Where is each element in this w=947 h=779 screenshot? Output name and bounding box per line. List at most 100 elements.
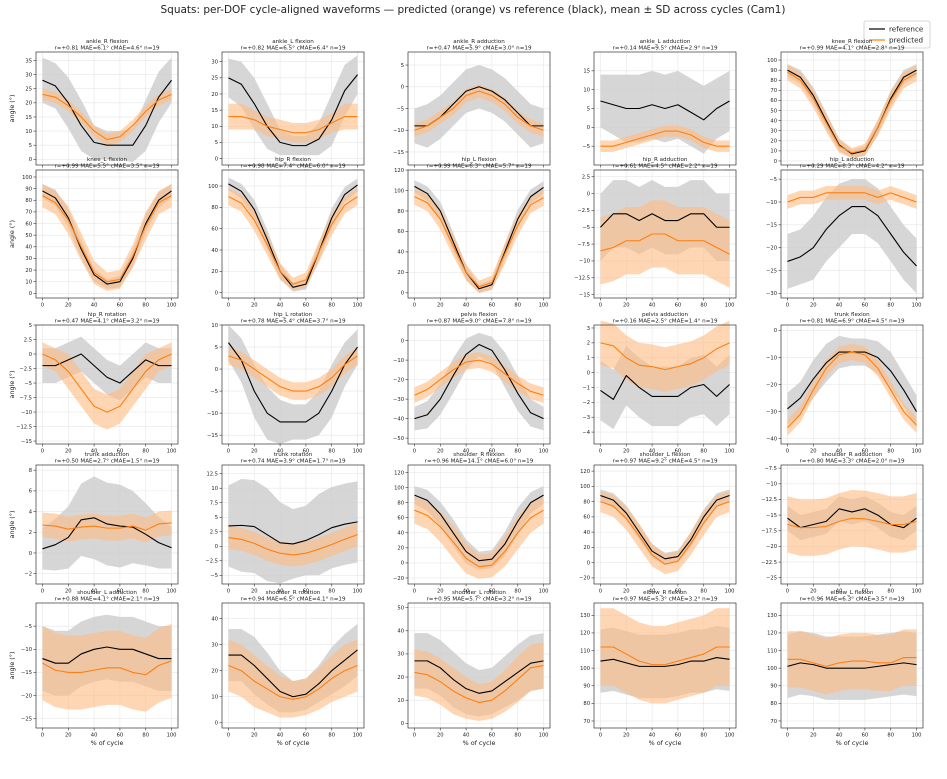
reference-sd-band bbox=[414, 180, 544, 293]
x-tick-label: 40 bbox=[91, 589, 98, 595]
y-tick-label: 0 bbox=[587, 370, 590, 376]
y-tick-label: −10 bbox=[766, 200, 777, 206]
y-tick-label: 120 bbox=[394, 470, 404, 476]
y-tick-label: −15 bbox=[393, 150, 404, 156]
x-tick-label: 40 bbox=[277, 589, 284, 595]
y-tick-label: 5 bbox=[215, 515, 218, 521]
y-tick-label: −5 bbox=[24, 624, 32, 630]
y-tick-label: 0 bbox=[29, 291, 32, 297]
x-tick-label: 100 bbox=[167, 733, 177, 739]
predicted-sd-band bbox=[414, 496, 544, 579]
y-tick-label: 2 bbox=[29, 530, 32, 536]
y-tick-label: 70 bbox=[583, 719, 590, 725]
y-tick-label: 0 bbox=[401, 338, 404, 344]
y-tick-label: −10 bbox=[393, 358, 404, 364]
axes-frame bbox=[35, 464, 179, 585]
x-tick-label: 40 bbox=[463, 589, 470, 595]
y-tick-label: −5 bbox=[769, 177, 777, 183]
y-tick-label: 80 bbox=[397, 209, 404, 215]
axes-frame bbox=[593, 324, 737, 445]
predicted-sd-band bbox=[600, 200, 730, 288]
y-tick-label: 100 bbox=[394, 485, 404, 491]
axes-frame bbox=[407, 464, 551, 585]
reference-mean-line bbox=[787, 508, 917, 529]
y-tick-label: 0 bbox=[401, 561, 404, 567]
legend-box bbox=[863, 20, 931, 49]
panel-title: ankle_L adduction bbox=[640, 39, 691, 45]
y-tick-label: −2.5 bbox=[205, 559, 218, 565]
panel-hip-l-adduction: 0 20 40 60 80 100 −30 −25 −20 −15 −10 −5 hip_L adduc… bbox=[766, 157, 924, 309]
predicted-mean-line bbox=[787, 351, 917, 429]
x-tick-label: 60 bbox=[862, 733, 869, 739]
x-tick-label: 20 bbox=[623, 733, 630, 739]
y-tick-label: −7.5 bbox=[19, 395, 32, 401]
axes-frame bbox=[780, 602, 924, 729]
panel-subtitle: r=+0.81 MAE=6.9° cMAE=4.5° n=19 bbox=[799, 319, 904, 325]
x-tick-label: 100 bbox=[725, 733, 735, 739]
reference-mean-line bbox=[414, 660, 544, 694]
y-tick-label: 20 bbox=[397, 270, 404, 276]
y-tick-label: 20 bbox=[583, 545, 590, 551]
x-tick-label: 0 bbox=[227, 589, 230, 595]
x-tick-label: 60 bbox=[117, 303, 124, 309]
y-tick-label: 50 bbox=[397, 605, 404, 611]
x-tick-label: 100 bbox=[167, 589, 177, 595]
x-tick-label: 60 bbox=[489, 303, 496, 309]
y-tick-label: 5 bbox=[215, 140, 218, 146]
x-tick-label: 20 bbox=[810, 589, 817, 595]
reference-mean-line bbox=[42, 353, 172, 384]
x-tick-label: 20 bbox=[437, 303, 444, 309]
y-tick-label: −10 bbox=[393, 128, 404, 134]
y-tick-label: 15 bbox=[211, 108, 218, 114]
y-tick-label: 0 bbox=[29, 157, 32, 163]
predicted-mean-line bbox=[42, 522, 172, 531]
y-tick-label: 80 bbox=[25, 198, 32, 204]
y-tick-label: −20 bbox=[579, 576, 590, 582]
panel-title: hip_L flexion bbox=[461, 157, 496, 163]
y-tick-label: 2.5 bbox=[24, 337, 32, 343]
x-tick-label: 0 bbox=[786, 303, 789, 309]
predicted-sd-band bbox=[787, 64, 917, 158]
x-tick-label: 0 bbox=[599, 589, 602, 595]
predicted-sd-band bbox=[228, 347, 358, 400]
panel-title: hip_R adduction bbox=[643, 157, 688, 163]
y-tick-label: −15 bbox=[21, 439, 32, 445]
x-tick-label: 100 bbox=[167, 449, 177, 455]
y-tick-label: 90 bbox=[770, 684, 777, 690]
panel-hip-l-flexion: 0 20 40 60 80 100 0 20 40 60 80 100 120 hip_L flexion… bbox=[394, 157, 551, 309]
y-tick-label: −10 bbox=[21, 647, 32, 653]
y-tick-label: −17.5 bbox=[761, 529, 777, 535]
x-tick-label: 0 bbox=[599, 449, 602, 455]
y-axis-label: angle (°) bbox=[8, 652, 16, 680]
y-tick-label: 5 bbox=[29, 143, 32, 149]
y-tick-label: 100 bbox=[208, 184, 218, 190]
x-tick-label: 0 bbox=[786, 589, 789, 595]
x-tick-label: 80 bbox=[142, 733, 149, 739]
y-tick-label: 10 bbox=[583, 87, 590, 93]
x-tick-label: 60 bbox=[117, 733, 124, 739]
x-tick-label: 20 bbox=[65, 303, 72, 309]
panel-elbow-l-flexion: 0 20 40 60 80 100 70 80 90 100 110 120 130 elbow_L fl… bbox=[767, 590, 924, 747]
legend-predicted-label: predicted bbox=[889, 36, 923, 45]
x-tick-label: 40 bbox=[277, 733, 284, 739]
x-axis-label: % of cycle bbox=[277, 739, 310, 747]
x-tick-label: 20 bbox=[437, 733, 444, 739]
axes-frame bbox=[593, 51, 737, 166]
predicted-mean-line bbox=[42, 353, 172, 413]
panel-title: shoulder_R rotation bbox=[266, 590, 321, 596]
x-tick-label: 40 bbox=[463, 303, 470, 309]
y-tick-label: 0 bbox=[401, 85, 404, 91]
y-tick-label: 20 bbox=[211, 269, 218, 275]
x-tick-label: 20 bbox=[251, 589, 258, 595]
y-tick-label: 0 bbox=[29, 352, 32, 358]
predicted-sd-band bbox=[414, 188, 544, 293]
predicted-sd-band bbox=[414, 84, 544, 137]
x-tick-label: 80 bbox=[887, 449, 894, 455]
x-tick-label: 40 bbox=[836, 303, 843, 309]
x-tick-label: 0 bbox=[413, 303, 416, 309]
predicted-mean-line bbox=[787, 71, 917, 154]
y-tick-label: −25 bbox=[21, 717, 32, 723]
panel-title: shoulder_R adduction bbox=[822, 452, 883, 458]
panel-shoulder-l-flexion: 0 20 40 60 80 100 −20 0 20 40 60 80 100 120 shoulder_L… bbox=[579, 452, 737, 595]
